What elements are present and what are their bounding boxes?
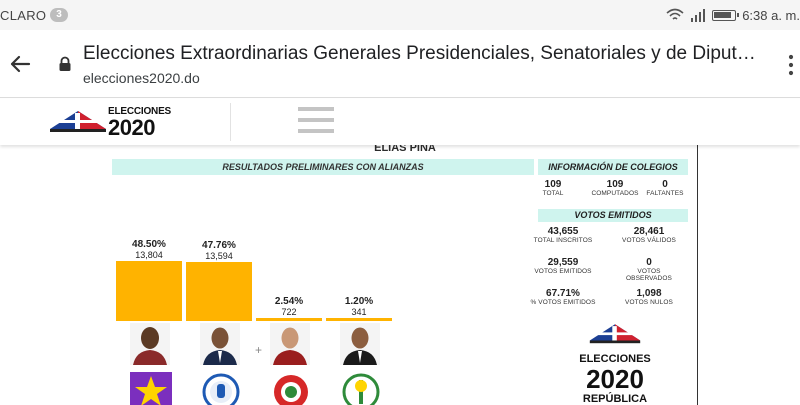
status-bar: CLARO 3 6:38 a. m.	[0, 0, 800, 30]
back-arrow-icon[interactable]	[8, 52, 32, 76]
colegios-faltantes: 0 FALTANTES	[630, 179, 700, 197]
colegios-heading: INFORMACIÓN DE COLEGIOS	[538, 159, 688, 175]
flag-house-icon	[589, 324, 641, 344]
results-heading: RESULTADOS PRELIMINARES CON ALIANZAS	[112, 159, 534, 175]
votos-heading: VOTOS EMITIDOS	[538, 209, 688, 222]
star-party-icon	[130, 372, 172, 405]
notification-count-badge: 3	[50, 8, 68, 22]
result-percent: 48.50%	[132, 239, 166, 250]
stat-label: VOTOS VÁLIDOS	[622, 237, 676, 244]
clock: 6:38 a. m.	[742, 7, 800, 23]
votos-observados: 0 VOTOS OBSERVADOS	[614, 257, 684, 282]
elecciones-footer-logo: ELECCIONES 2020 REPÚBLICA	[568, 317, 688, 405]
colegios-computados: 109 COMPUTADOS	[580, 179, 650, 197]
results-panel: ELIAS PIÑA RESULTADOS PRELIMINARES CON A…	[112, 145, 698, 405]
stat-value: 29,559	[547, 257, 579, 268]
region-name: ELIAS PIÑA	[374, 145, 436, 154]
hand-party-icon	[200, 372, 242, 405]
stat-value: 109	[606, 179, 624, 190]
result-bar	[116, 261, 182, 321]
results-content: ELIAS PIÑA RESULTADOS PRELIMINARES CON A…	[0, 145, 800, 405]
url-text[interactable]: elecciones2020.do	[83, 70, 200, 86]
stat-value: 28,461	[633, 226, 665, 237]
logo-year: 2020	[108, 115, 155, 140]
stat-value: 67.71%	[546, 288, 580, 299]
result-votes: 341	[351, 307, 367, 317]
stat-label: VOTOS EMITIDOS	[534, 268, 592, 275]
result-votes: 13,804	[135, 250, 163, 260]
candidate-3[interactable]	[270, 323, 312, 405]
signal-icon	[691, 8, 706, 22]
stat-value: 43,655	[547, 226, 579, 237]
candidate-4[interactable]	[340, 323, 382, 405]
battery-icon	[712, 9, 740, 21]
stat-value: 109	[544, 179, 562, 190]
footer-logo-word: ELECCIONES	[579, 353, 651, 365]
stat-label: % VOTOS EMITIDOS	[530, 299, 596, 306]
stat-label: TOTAL	[542, 190, 564, 197]
result-votes: 13,594	[205, 251, 233, 261]
stat-label: TOTAL INSCRITOS	[533, 237, 593, 244]
header-divider	[230, 103, 231, 141]
candidate-photo	[340, 323, 380, 365]
stat-label: FALTANTES	[646, 190, 684, 197]
lock-icon	[59, 56, 71, 71]
carrier-name: CLARO	[0, 8, 47, 23]
flag-house-icon	[50, 111, 106, 132]
votos-validos: 28,461 VOTOS VÁLIDOS	[614, 226, 684, 244]
status-icons: 6:38 a. m.	[666, 7, 800, 23]
candidate-1[interactable]	[130, 323, 172, 405]
footer-logo-year: 2020	[586, 364, 644, 394]
result-bar	[256, 318, 322, 321]
result-bar	[186, 262, 252, 321]
overflow-menu-icon[interactable]	[786, 54, 796, 76]
browser-toolbar: Elecciones Extraordinarias Generales Pre…	[0, 30, 800, 98]
votos-total-inscritos: 43,655 TOTAL INSCRITOS	[528, 226, 598, 244]
results-bar-chart: 48.50% 13,804 47.76% 13,594 2.54% 722 1.20% 341	[112, 145, 536, 323]
stat-label: VOTOS OBSERVADOS	[626, 268, 672, 282]
stat-value: 0	[662, 179, 668, 190]
colegios-total: 109 TOTAL	[518, 179, 588, 197]
footer-logo-sub: REPÚBLICA	[582, 393, 648, 405]
logo-word: ELECCIONES	[108, 106, 172, 117]
candidate-photo	[130, 323, 170, 365]
green-party-icon	[340, 372, 382, 405]
result-percent: 47.76%	[202, 240, 236, 251]
stat-value: 0	[646, 257, 652, 268]
stat-label: COMPUTADOS	[591, 190, 639, 197]
votos-emitidos: 29,559 VOTOS EMITIDOS	[528, 257, 598, 275]
red-party-icon	[270, 372, 312, 405]
hamburger-menu-icon[interactable]	[298, 107, 334, 137]
votos-nulos: 1,098 VOTOS NULOS	[614, 288, 684, 306]
result-percent: 2.54%	[274, 296, 304, 307]
page-title[interactable]: Elecciones Extraordinarias Generales Pre…	[83, 43, 756, 64]
result-votes: 722	[281, 307, 297, 317]
result-percent: 1.20%	[344, 296, 374, 307]
candidate-2[interactable]	[200, 323, 242, 405]
stat-label: VOTOS NULOS	[625, 299, 673, 306]
elecciones-logo[interactable]: ELECCIONES 2020	[48, 106, 178, 140]
site-header: ELECCIONES 2020	[0, 99, 800, 145]
candidate-photo	[200, 323, 240, 365]
votos-porcentaje-emitidos: 67.71% % VOTOS EMITIDOS	[528, 288, 598, 306]
wifi-icon	[666, 8, 684, 20]
candidate-photo	[270, 323, 310, 365]
stat-value: 1,098	[636, 288, 662, 299]
result-bar	[326, 318, 392, 321]
alliance-plus-icon: +	[255, 343, 263, 357]
